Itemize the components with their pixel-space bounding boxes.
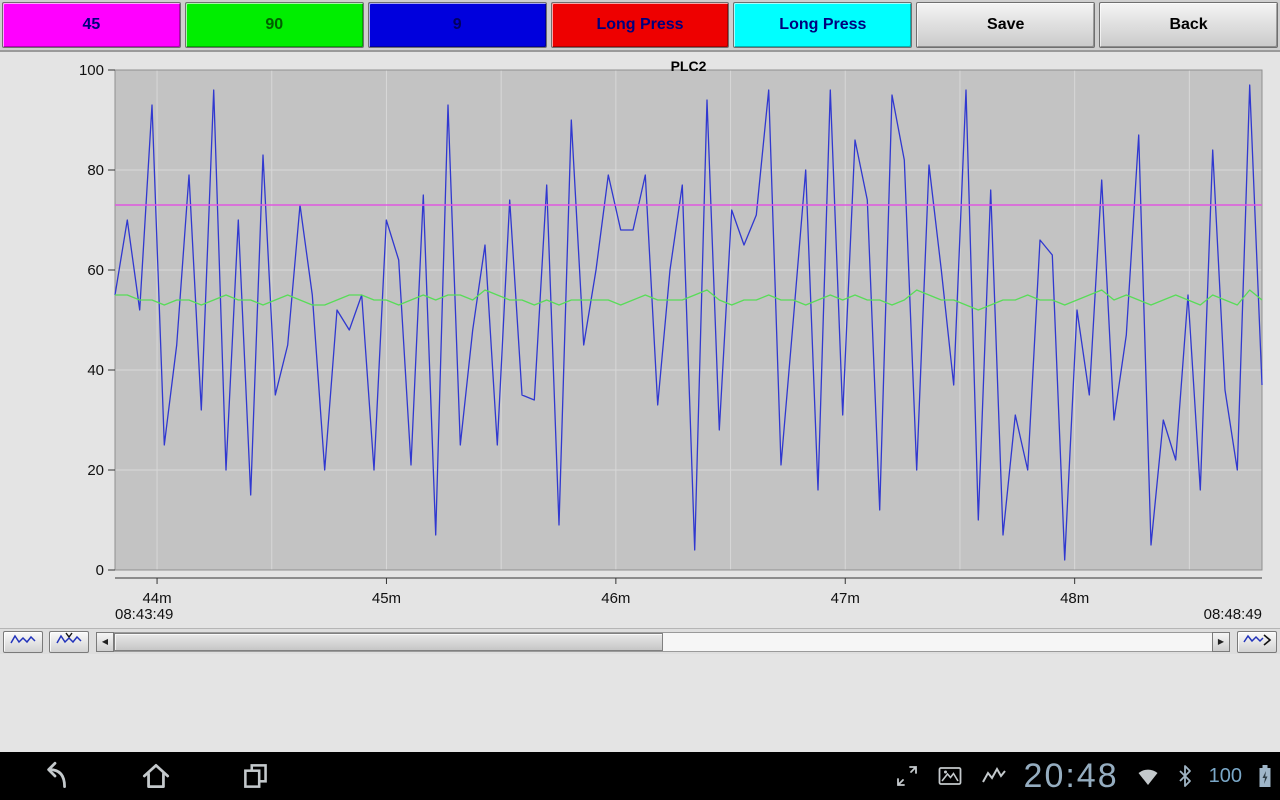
waveform-arrow-right-icon [1242,632,1272,651]
svg-text:0: 0 [96,562,104,579]
status-clock[interactable]: 20:48 [1023,756,1119,795]
save-button[interactable]: Save [916,2,1096,48]
svg-text:80: 80 [87,162,104,179]
nav-home-icon[interactable] [138,759,174,793]
scrollbar-track[interactable] [114,631,1212,652]
scroll-left-button[interactable]: ◀ [96,631,114,652]
battery-percent: 100 [1208,764,1242,787]
svg-text:20: 20 [87,462,104,479]
waveform-tool-button[interactable] [3,630,43,653]
chart-end-time: 08:48:49 [1203,606,1262,623]
svg-text:44m: 44m [142,590,171,607]
bluetooth-icon [1177,763,1193,789]
svg-text:40: 40 [87,362,104,379]
expand-icon[interactable] [894,763,920,789]
nav-recents-icon[interactable] [238,759,274,793]
gallery-icon[interactable] [936,763,964,789]
value-button-45[interactable]: 45 [2,2,181,48]
chart-region: 44m 45m 46m 47m 48m 0 20 40 60 80 100 PLC2 08:43:4… [0,52,1280,628]
plc2-trend-chart[interactable]: 44m 45m 46m 47m 48m 0 20 40 60 80 100 [0,52,1280,628]
svg-text:46m: 46m [601,590,630,607]
svg-text:100: 100 [79,62,104,79]
waveform-marker-button[interactable] [49,630,89,653]
svg-text:60: 60 [87,262,104,279]
scrollbar-thumb[interactable] [114,632,663,651]
waveform-marker-icon [55,632,83,651]
trend-icon[interactable] [980,763,1008,789]
wifi-icon [1135,764,1161,788]
value-button-90[interactable]: 90 [184,2,364,48]
top-toolbar: 45 90 9 Long Press Long Press Save Back [0,0,1280,52]
waveform-icon [9,633,37,650]
android-nav-bar: 20:48 100 [0,752,1280,800]
long-press-button-cyan[interactable]: Long Press [733,2,913,48]
nav-buttons [36,759,274,793]
value-button-9[interactable]: 9 [367,2,547,48]
chart-toolbar: ◀ ▶ [0,628,1280,654]
chart-title: PLC2 [670,58,707,74]
long-press-button-red[interactable]: Long Press [550,2,730,48]
next-waveform-button[interactable] [1237,630,1277,653]
scroll-right-button[interactable]: ▶ [1212,631,1230,652]
time-scrollbar[interactable]: ◀ ▶ [96,631,1230,652]
svg-text:47m: 47m [831,590,860,607]
nav-back-icon[interactable] [36,759,74,793]
chart-start-time: 08:43:49 [115,606,174,623]
status-icons: 20:48 100 [894,757,1272,796]
svg-text:45m: 45m [372,590,401,607]
svg-text:48m: 48m [1060,590,1089,607]
back-button[interactable]: Back [1099,2,1279,48]
battery-icon [1258,763,1272,789]
